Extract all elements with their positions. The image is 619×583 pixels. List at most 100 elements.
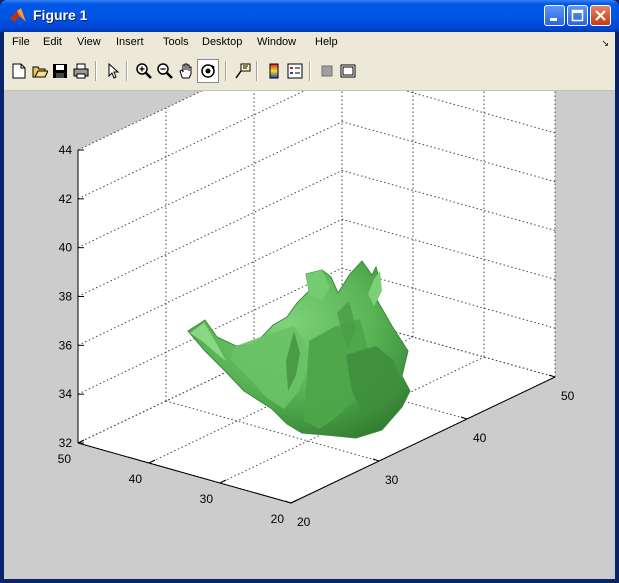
print-figure-icon xyxy=(73,63,89,79)
zoom-in-button[interactable] xyxy=(134,60,154,82)
grid-line xyxy=(148,336,414,464)
z-tick-label: 42 xyxy=(59,192,73,206)
z-tick-label: 40 xyxy=(59,241,73,255)
figure-toolbar xyxy=(4,54,615,91)
z-tick-label: 36 xyxy=(59,338,73,352)
grid-line xyxy=(77,91,306,200)
y-tick-label: 50 xyxy=(58,452,72,466)
close-icon xyxy=(595,10,606,21)
insert-colorbar-button[interactable] xyxy=(264,60,284,82)
y-tick-label: 20 xyxy=(271,512,285,526)
open-file-icon xyxy=(32,66,48,78)
menu-tools[interactable]: Tools xyxy=(163,36,189,48)
pan-hand-icon xyxy=(179,63,192,79)
z-tick-label: 34 xyxy=(59,387,73,401)
axes-back-pane xyxy=(78,91,342,443)
y-tick-label: 40 xyxy=(129,472,143,486)
menu-bar: File Edit View Insert Tools Desktop Wind… xyxy=(4,32,615,54)
grid-line xyxy=(341,218,556,280)
y-tick-mark xyxy=(290,499,298,504)
toolbar-separator xyxy=(95,61,97,81)
rotate-3d-icon xyxy=(201,64,215,78)
grid-line xyxy=(165,400,380,462)
hide-plot-tools-icon xyxy=(321,65,333,77)
hide-plot-tools-button[interactable] xyxy=(317,60,337,82)
grid-line xyxy=(77,316,343,444)
x-tick-mark xyxy=(548,374,556,378)
y-tick-mark xyxy=(77,439,85,444)
y-tick-mark xyxy=(219,479,227,484)
edit-plot-arrow-icon xyxy=(108,63,120,79)
grid-line xyxy=(77,218,343,346)
y-tick-mark xyxy=(148,459,156,464)
z-tick-label: 32 xyxy=(59,436,73,450)
show-plot-tools-button[interactable] xyxy=(338,60,358,82)
x-tick-mark xyxy=(372,458,380,462)
menu-insert[interactable]: Insert xyxy=(116,36,144,48)
maximize-button[interactable] xyxy=(567,5,588,26)
show-plot-tools-icon xyxy=(340,64,356,78)
z-tick-label: 38 xyxy=(59,290,73,304)
toolbar-separator xyxy=(309,61,311,81)
toolbar-separator xyxy=(225,61,227,81)
figure-frame: File Edit View Insert Tools Desktop Wind… xyxy=(4,32,615,579)
matlab-logo-icon xyxy=(10,8,26,22)
insert-legend-button[interactable] xyxy=(285,60,305,82)
insert-legend-icon xyxy=(287,63,303,79)
data-cursor-button[interactable] xyxy=(233,60,253,82)
edit-plot-button[interactable] xyxy=(103,60,123,82)
menu-file[interactable]: File xyxy=(12,36,30,48)
grid-line xyxy=(219,356,485,484)
x-tick-mark xyxy=(284,500,292,504)
minimize-icon xyxy=(550,18,557,21)
y-axis-line xyxy=(77,442,292,504)
axes-back-pane xyxy=(342,91,555,377)
open-file-button[interactable] xyxy=(30,60,50,82)
window-title: Figure 1 xyxy=(33,7,88,23)
y-axis-ticks: 20 30 40 50 xyxy=(58,439,298,526)
grid-line xyxy=(77,91,203,151)
minimize-button[interactable] xyxy=(544,5,565,26)
menu-view[interactable]: View xyxy=(77,36,101,48)
maximize-icon xyxy=(571,9,584,22)
grid-line xyxy=(77,121,343,249)
close-button[interactable] xyxy=(590,5,611,26)
menu-edit[interactable]: Edit xyxy=(43,36,62,48)
print-figure-button[interactable] xyxy=(71,60,91,82)
x-axis-line xyxy=(290,376,556,504)
z-tick-label: 44 xyxy=(59,143,73,157)
x-axis-ticks: 20 30 40 50 xyxy=(284,374,575,529)
rotate-3d-button[interactable] xyxy=(197,59,219,83)
menu-help[interactable]: Help xyxy=(315,36,338,48)
toolbar-separator xyxy=(126,61,128,81)
figure-canvas[interactable]: 32 34 36 38 40 42 44 20 30 40 50 20 30 40 50 xyxy=(4,91,615,579)
y-tick-label: 30 xyxy=(200,492,214,506)
new-figure-icon xyxy=(12,63,26,79)
x-tick-label: 30 xyxy=(385,473,399,487)
pan-button[interactable] xyxy=(176,60,196,82)
title-bar[interactable]: Figure 1 xyxy=(0,0,619,32)
grid-line xyxy=(404,91,556,134)
insert-colorbar-icon xyxy=(269,63,279,79)
dock-arrow-icon[interactable]: ↘ xyxy=(601,39,609,49)
zoom-in-icon xyxy=(136,63,152,79)
data-cursor-icon xyxy=(235,63,251,79)
z-axis-ticks: 32 34 36 38 40 42 44 xyxy=(59,143,84,450)
menu-window[interactable]: Window xyxy=(257,36,297,48)
zoom-out-button[interactable] xyxy=(155,60,175,82)
grid-line xyxy=(341,170,556,231)
save-figure-button[interactable] xyxy=(50,60,70,82)
menu-desktop[interactable]: Desktop xyxy=(202,36,243,48)
grid-line xyxy=(77,170,343,297)
x-tick-label: 20 xyxy=(297,515,311,529)
grid-line xyxy=(77,267,343,395)
new-figure-button[interactable] xyxy=(9,60,29,82)
x-tick-label: 50 xyxy=(561,389,575,403)
save-figure-icon xyxy=(53,64,67,78)
axes-3d[interactable]: 32 34 36 38 40 42 44 20 30 40 50 20 30 40 50 xyxy=(4,91,615,579)
x-tick-mark xyxy=(460,416,468,420)
toolbar-separator xyxy=(256,61,258,81)
isosurface xyxy=(187,260,411,439)
grid-line xyxy=(341,121,556,183)
